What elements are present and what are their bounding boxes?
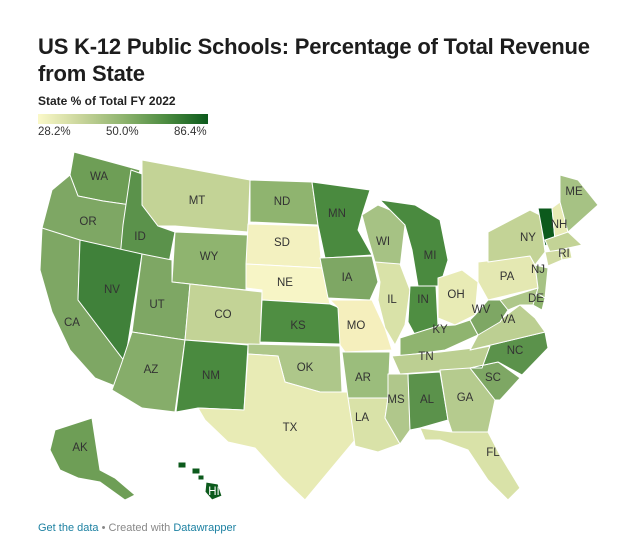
label-nd: ND <box>274 196 291 208</box>
label-tn: TN <box>418 351 433 363</box>
label-il: IL <box>387 294 397 306</box>
state-ct[interactable] <box>544 249 563 267</box>
legend-ticks: 28.2% 50.0% 86.4% <box>38 126 228 140</box>
legend-color-scale <box>38 114 208 124</box>
state-me[interactable] <box>559 174 599 233</box>
label-wy: WY <box>200 251 219 263</box>
state-mo[interactable] <box>329 299 393 353</box>
label-nh: NH <box>551 219 568 231</box>
label-mo: MO <box>347 320 366 332</box>
state-nc[interactable] <box>469 331 549 376</box>
label-va: VA <box>501 314 516 326</box>
label-or: OR <box>79 216 96 228</box>
label-tx: TX <box>283 422 298 434</box>
label-mt: MT <box>189 195 206 207</box>
footer: Get the data • Created with Datawrapper <box>38 522 236 534</box>
legend-mid-label: 50.0% <box>106 126 139 138</box>
label-de: DE <box>528 293 544 305</box>
state-mn[interactable] <box>311 181 373 259</box>
label-id: ID <box>134 231 146 243</box>
label-ky: KY <box>432 324 448 336</box>
state-fl[interactable] <box>419 427 521 501</box>
label-ga: GA <box>457 392 474 404</box>
label-wv: WV <box>472 304 491 316</box>
label-nc: NC <box>507 345 524 357</box>
label-oh: OH <box>447 289 464 301</box>
legend-max-label: 86.4% <box>174 126 207 138</box>
state-il[interactable] <box>374 261 411 346</box>
label-wi: WI <box>376 236 390 248</box>
label-ar: AR <box>355 372 371 384</box>
label-mi: MI <box>424 250 437 262</box>
label-az: AZ <box>144 364 159 376</box>
label-ny: NY <box>520 232 536 244</box>
chart-title: US K-12 Public Schools: Percentage of To… <box>38 34 590 86</box>
state-ny[interactable] <box>487 209 546 266</box>
label-la: LA <box>355 412 369 424</box>
state-al[interactable] <box>407 371 449 431</box>
label-nj: NJ <box>531 264 545 276</box>
label-hi: HI <box>208 486 220 498</box>
legend: State % of Total FY 2022 28.2% 50.0% 86.… <box>38 94 228 140</box>
state-hi[interactable] <box>204 481 223 501</box>
label-ok: OK <box>297 362 314 374</box>
label-pa: PA <box>500 271 515 283</box>
state-hi-island-3 <box>197 474 205 481</box>
legend-title: State % of Total FY 2022 <box>38 94 176 108</box>
label-ms: MS <box>387 394 405 406</box>
label-fl: FL <box>486 447 500 459</box>
label-ca: CA <box>64 317 80 329</box>
label-in: IN <box>417 294 429 306</box>
label-ri: RI <box>558 248 570 260</box>
state-ak[interactable] <box>49 417 136 501</box>
state-hi-island-2 <box>191 467 201 475</box>
label-sd: SD <box>274 237 290 249</box>
label-ia: IA <box>342 272 353 284</box>
get-data-link[interactable]: Get the data <box>38 522 99 534</box>
label-ks: KS <box>290 320 306 332</box>
label-co: CO <box>214 309 231 321</box>
label-mn: MN <box>328 208 346 220</box>
label-nm: NM <box>202 370 220 382</box>
legend-min-label: 28.2% <box>38 126 71 138</box>
label-ak: AK <box>72 442 88 454</box>
state-ia[interactable] <box>319 255 379 301</box>
label-ne: NE <box>277 277 293 289</box>
footer-separator: • Created with <box>98 522 174 534</box>
state-tx[interactable] <box>197 353 356 501</box>
label-ut: UT <box>149 299 164 311</box>
label-nv: NV <box>104 284 120 296</box>
label-al: AL <box>420 394 435 406</box>
state-ma[interactable] <box>544 231 583 253</box>
state-md[interactable] <box>499 287 539 311</box>
state-hi-island-1 <box>177 461 187 469</box>
state-wi[interactable] <box>361 204 406 269</box>
label-sc: SC <box>485 372 501 384</box>
label-me: ME <box>565 186 583 198</box>
datawrapper-link[interactable]: Datawrapper <box>173 522 237 534</box>
label-wa: WA <box>90 171 108 183</box>
